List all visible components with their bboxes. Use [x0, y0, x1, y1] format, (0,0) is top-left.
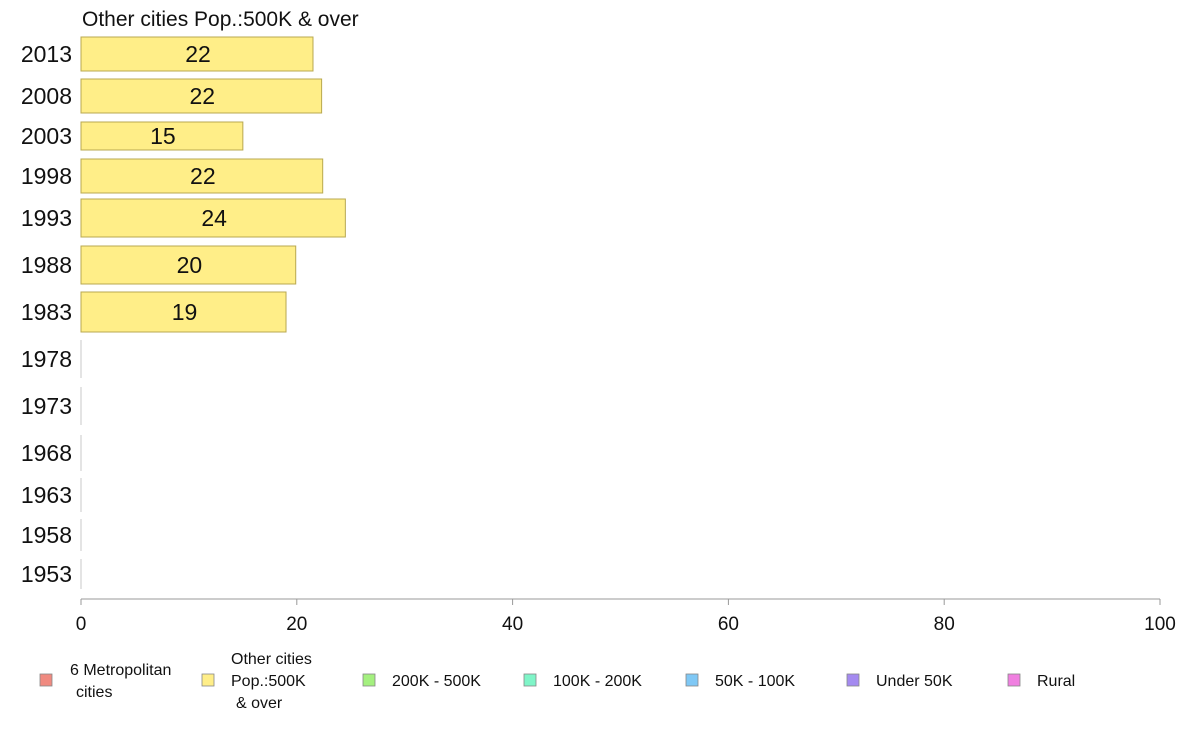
legend-swatch — [201, 673, 215, 687]
year-label: 1998 — [21, 163, 72, 189]
x-tick-label: 0 — [76, 614, 87, 635]
year-label: 1988 — [21, 252, 72, 278]
legend-item: Rural — [1007, 673, 1075, 690]
legend-label: 100K - 200K — [553, 673, 642, 690]
legend-label: Rural — [1037, 673, 1075, 690]
legend-item: Under 50K — [846, 673, 953, 690]
bar — [80, 198, 346, 238]
legend-label: cities — [76, 684, 112, 701]
legend-item: Other cities Pop.:500K & over — [201, 651, 312, 712]
year-label: 1978 — [21, 346, 72, 372]
legend-item: 6 Metropolitan cities — [39, 662, 171, 701]
x-axis: 0 20 40 60 80 100 — [76, 598, 1176, 635]
legend-swatch — [685, 673, 699, 687]
legend-swatch — [362, 673, 376, 687]
bar-value-label: 19 — [172, 299, 198, 325]
legend-label: Other cities — [231, 651, 312, 668]
x-tick-label: 20 — [286, 614, 307, 635]
bar — [80, 158, 324, 194]
year-label: 1953 — [21, 561, 72, 587]
year-label: 2013 — [21, 41, 72, 67]
legend-label: & over — [236, 695, 283, 712]
legend-label: 50K - 100K — [715, 673, 795, 690]
year-label: 2003 — [21, 123, 72, 149]
year-label: 1968 — [21, 440, 72, 466]
year-label: 2008 — [21, 83, 72, 109]
bar — [80, 78, 323, 114]
year-label: 1958 — [21, 522, 72, 548]
year-label: 1993 — [21, 205, 72, 231]
legend-swatch — [39, 673, 53, 687]
year-label: 1963 — [21, 482, 72, 508]
x-tick-label: 40 — [502, 614, 523, 635]
legend: 6 Metropolitan cities Other cities Pop.:500… — [39, 651, 1075, 712]
x-tick-label: 60 — [718, 614, 739, 635]
bar — [80, 121, 244, 151]
bar — [80, 245, 297, 285]
x-tick-label: 100 — [1144, 614, 1176, 635]
bar — [80, 36, 314, 72]
legend-item: 200K - 500K — [362, 673, 481, 690]
legend-swatch — [846, 673, 860, 687]
year-label: 1983 — [21, 299, 72, 325]
bar-value-label: 20 — [177, 252, 203, 278]
bar-value-label: 15 — [150, 123, 176, 149]
bars-layer: 2013 22 2008 22 2003 15 1998 22 1993 24 1988 20 1983… — [21, 36, 346, 589]
bar — [80, 291, 287, 333]
legend-label: Pop.:500K — [231, 673, 306, 690]
legend-label: 6 Metropolitan — [70, 662, 171, 679]
bar-value-label: 22 — [185, 41, 211, 67]
bar-value-label: 22 — [190, 83, 216, 109]
year-label: 1973 — [21, 393, 72, 419]
legend-swatch — [523, 673, 537, 687]
legend-label: 200K - 500K — [392, 673, 481, 690]
bar-value-label: 24 — [201, 205, 227, 231]
chart-title: Other cities Pop.:500K & over — [82, 8, 359, 31]
legend-swatch — [1007, 673, 1021, 687]
legend-item: 50K - 100K — [685, 673, 795, 690]
legend-item: 100K - 200K — [523, 673, 642, 690]
legend-label: Under 50K — [876, 673, 953, 690]
bar-value-label: 22 — [190, 163, 216, 189]
x-tick-label: 80 — [934, 614, 955, 635]
